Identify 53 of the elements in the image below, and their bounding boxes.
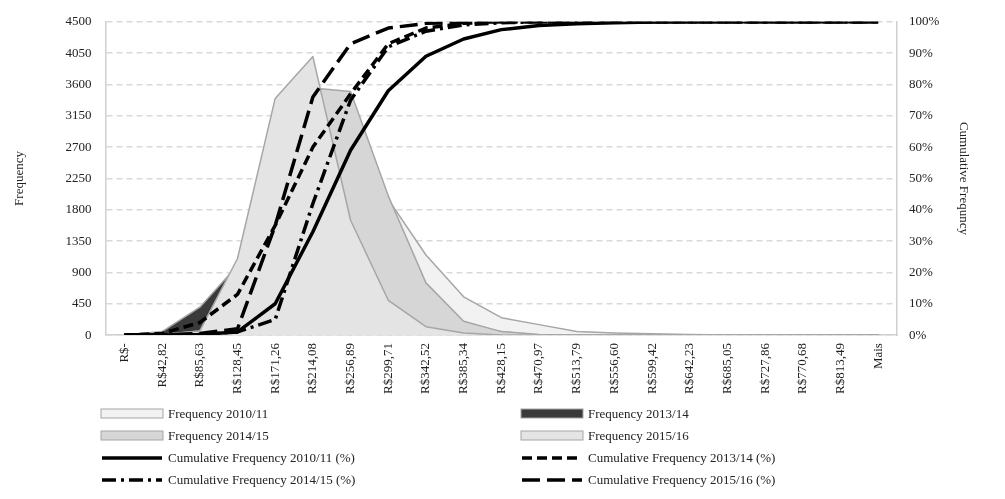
x-tick-label: Mais	[869, 343, 885, 370]
x-tick-label: R$642,23	[681, 343, 697, 394]
x-tick-label: R$85,63	[191, 343, 207, 388]
y-tick-label: 3150	[65, 107, 92, 123]
y2-tick-label: 50%	[909, 169, 934, 185]
y-tick-label: 1800	[65, 201, 92, 217]
legend-label: Cumulative Frequency 2013/14 (%)	[588, 450, 776, 466]
y2-axis-title: Cumulative Frequncy	[956, 121, 972, 236]
y2-tick-label: 0%	[909, 326, 927, 342]
x-tick-label: R$813,49	[831, 343, 847, 394]
y2-tick-label: 30%	[909, 232, 934, 248]
x-tick-label: R$256,89	[342, 343, 357, 394]
x-tick-label: R$342,52	[417, 343, 433, 394]
y2-tick-label: 80%	[909, 75, 934, 91]
y2-tick-label: 70%	[909, 107, 934, 123]
y-tick-label: 4050	[65, 44, 92, 60]
legend-label: Cumulative Frequency 2015/16 (%)	[588, 472, 776, 488]
x-tick-label: R$685,05	[718, 343, 734, 394]
x-tick-label: R$299,71	[379, 343, 395, 394]
x-tick-label: R$171,26	[266, 342, 282, 394]
x-tick-label: R$727,86	[756, 342, 772, 394]
legend-label: Frequency 2013/14	[588, 406, 689, 422]
y-tick-label: 900	[72, 263, 92, 279]
y2-tick-label: 100%	[909, 13, 940, 29]
x-tick-label: R$214,08	[304, 343, 320, 394]
y-tick-label: 0	[85, 326, 92, 342]
y-tick-label: 450	[72, 295, 92, 311]
x-tick-label: R$385,34	[455, 342, 471, 394]
legend-label: Cumulative Frequency 2014/15 (%)	[168, 472, 356, 488]
x-tick-label: R$-	[115, 343, 131, 363]
x-tick-label: R$770,68	[794, 343, 810, 394]
x-tick-label: R$428,15	[492, 343, 508, 394]
legend-label: Frequency 2010/11	[168, 406, 269, 422]
y2-tick-label: 40%	[909, 201, 934, 217]
y-tick-label: 2700	[65, 138, 92, 154]
x-tick-label: R$513,79	[568, 343, 584, 394]
legend-label: Frequency 2015/16	[588, 428, 689, 444]
x-tick-label: R$599,42	[643, 343, 659, 394]
y-axis-title: Frequency	[11, 150, 27, 206]
x-tick-label: R$556,60	[605, 343, 621, 394]
legend-label: Cumulative Frequency 2010/11 (%)	[168, 450, 355, 466]
y2-tick-label: 10%	[909, 295, 934, 311]
x-tick-label: R$470,97	[530, 342, 546, 394]
y-tick-label: 3600	[65, 75, 92, 91]
x-tick-label: R$128,45	[228, 343, 244, 394]
y-tick-label: 1350	[65, 232, 92, 248]
y2-tick-label: 20%	[909, 263, 934, 279]
legend-label: Frequency 2014/15	[168, 428, 269, 444]
y-tick-label: 2250	[65, 169, 92, 185]
y2-tick-label: 60%	[909, 138, 934, 154]
x-tick-label: R$42,82	[153, 343, 169, 388]
y2-tick-label: 90%	[909, 44, 934, 60]
y-tick-label: 4500	[65, 13, 92, 29]
